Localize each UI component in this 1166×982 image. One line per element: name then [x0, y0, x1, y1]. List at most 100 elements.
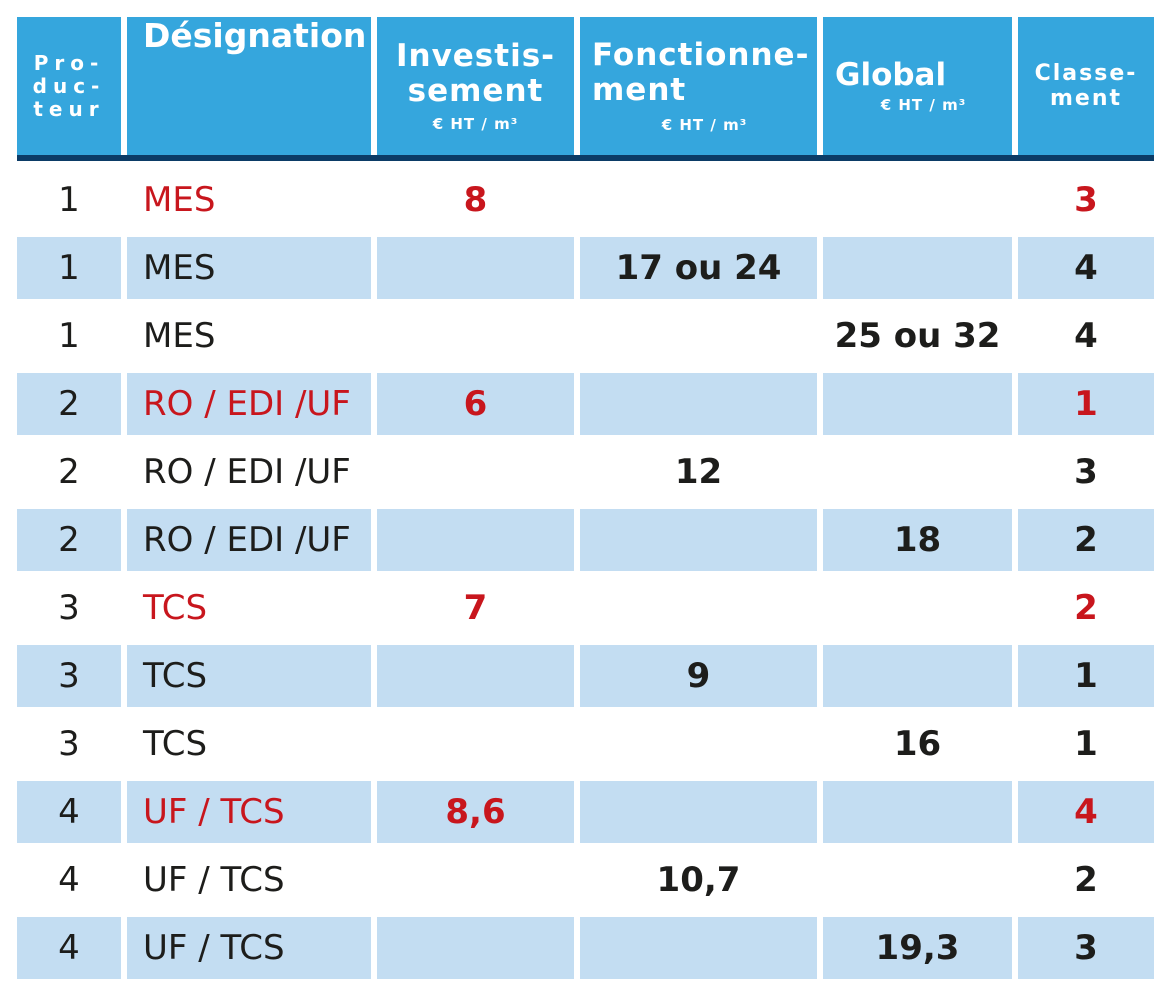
- header-fonctionnement: Fonctionne- ment € HT / m³: [580, 17, 817, 155]
- table-row: 3 TCS 9 1: [17, 645, 1154, 707]
- cell-global: 16: [893, 724, 942, 764]
- cell-classement: 1: [1074, 724, 1098, 764]
- header-designation-label: Désignation: [143, 16, 367, 55]
- cell-designation: MES: [143, 180, 216, 220]
- cell-classement: 3: [1074, 452, 1098, 492]
- header-investissement: Investis- sement € HT / m³: [377, 17, 574, 155]
- header-designation: Désignation: [127, 17, 371, 155]
- cell-global: [823, 237, 1012, 299]
- cell-global: [823, 577, 1012, 639]
- cell-fonctionnement: 12: [674, 452, 723, 492]
- table-row: 3 TCS 7 2: [17, 577, 1154, 639]
- cell-producteur: 2: [17, 509, 121, 571]
- table-row: 2 RO / EDI /UF 12 3: [17, 441, 1154, 503]
- cell-producteur: 1: [58, 180, 80, 220]
- cell-global: 25 ou 32: [834, 316, 1001, 356]
- cell-designation: RO / EDI /UF: [127, 373, 371, 435]
- cell-classement: 2: [1074, 588, 1098, 628]
- cell-investissement: 6: [377, 373, 574, 435]
- cell-fonctionnement: [580, 169, 817, 231]
- cell-classement: 3: [1074, 180, 1098, 220]
- table-row: 3 TCS 16 1: [17, 713, 1154, 775]
- header-fonctionnement-line: ment: [592, 72, 687, 109]
- cell-producteur: 3: [17, 645, 121, 707]
- cell-fonctionnement: [580, 713, 817, 775]
- cell-global: 19,3: [823, 917, 1012, 979]
- cell-global: 18: [823, 509, 1012, 571]
- table-row: 1 MES 17 ou 24 4: [17, 237, 1154, 299]
- cell-producteur: 2: [58, 452, 80, 492]
- cell-investissement: 8: [463, 180, 488, 220]
- cell-designation: TCS: [143, 588, 208, 628]
- cell-designation: TCS: [143, 724, 208, 764]
- cell-fonctionnement: [580, 509, 817, 571]
- cell-investissement: [377, 713, 574, 775]
- cell-producteur: 3: [58, 588, 80, 628]
- header-global: Global € HT / m³: [823, 17, 1012, 155]
- cell-investissement: [377, 237, 574, 299]
- cell-investissement: [377, 645, 574, 707]
- header-producteur-line: duc-: [32, 73, 106, 98]
- header-fonctionnement-unit: € HT / m³: [661, 116, 748, 135]
- cell-investissement: [377, 917, 574, 979]
- cell-fonctionnement: 17 ou 24: [580, 237, 817, 299]
- cell-producteur: 1: [17, 237, 121, 299]
- cell-fonctionnement: [580, 305, 817, 367]
- cell-fonctionnement: 10,7: [656, 860, 741, 900]
- cell-designation: UF / TCS: [143, 860, 285, 900]
- table-row: 4 UF / TCS 19,3 3: [17, 917, 1154, 979]
- cell-producteur: 4: [58, 860, 80, 900]
- header-producteur-line: Pro-: [33, 50, 105, 75]
- cell-classement: 4: [1018, 237, 1154, 299]
- header-global-unit: € HT / m³: [880, 96, 967, 115]
- cell-fonctionnement: 9: [580, 645, 817, 707]
- cell-investissement: [377, 441, 574, 503]
- cell-global: [823, 645, 1012, 707]
- header-investissement-unit: € HT / m³: [432, 115, 519, 134]
- table-row: 1 MES 25 ou 32 4: [17, 305, 1154, 367]
- cell-global: [823, 169, 1012, 231]
- cost-table: Pro- duc- teur Désignation Investis- sem…: [17, 17, 1154, 979]
- cell-designation: TCS: [127, 645, 371, 707]
- cell-producteur: 3: [58, 724, 80, 764]
- header-investissement-line: Investis-: [395, 37, 556, 74]
- cell-fonctionnement: [580, 917, 817, 979]
- cell-global: [823, 441, 1012, 503]
- cell-designation: UF / TCS: [127, 917, 371, 979]
- cell-fonctionnement: [580, 373, 817, 435]
- cell-investissement: 7: [463, 588, 488, 628]
- cell-producteur: 2: [17, 373, 121, 435]
- header-global-label: Global: [835, 56, 947, 93]
- cell-producteur: 4: [17, 917, 121, 979]
- cell-global: [823, 781, 1012, 843]
- header-classement-line: ment: [1049, 86, 1123, 111]
- cell-classement: 2: [1074, 860, 1098, 900]
- table-row: 1 MES 8 3: [17, 169, 1154, 231]
- cell-designation: MES: [127, 237, 371, 299]
- cell-designation: RO / EDI /UF: [143, 452, 351, 492]
- cell-classement: 3: [1018, 917, 1154, 979]
- table-row: 2 RO / EDI /UF 6 1: [17, 373, 1154, 435]
- cell-classement: 2: [1018, 509, 1154, 571]
- header-divider: [17, 155, 1154, 161]
- cell-investissement: [377, 305, 574, 367]
- cell-classement: 1: [1018, 645, 1154, 707]
- header-producteur-line: teur: [33, 96, 105, 121]
- cell-investissement: [377, 849, 574, 911]
- header-producteur: Pro- duc- teur: [17, 17, 121, 155]
- cell-classement: 4: [1018, 781, 1154, 843]
- table-row: 2 RO / EDI /UF 18 2: [17, 509, 1154, 571]
- cell-designation: RO / EDI /UF: [127, 509, 371, 571]
- header-classement-line: Classe-: [1034, 60, 1138, 86]
- cell-global: [823, 849, 1012, 911]
- cell-investissement: 8,6: [377, 781, 574, 843]
- cell-designation: UF / TCS: [127, 781, 371, 843]
- header-classement: Classe- ment: [1018, 17, 1154, 155]
- cell-producteur: 4: [17, 781, 121, 843]
- header-investissement-line: sement: [407, 73, 544, 110]
- cell-classement: 4: [1074, 316, 1098, 356]
- cell-fonctionnement: [580, 781, 817, 843]
- table-body: 1 MES 8 3 1 MES 17 ou 24 4 1 MES 25 ou 32 4 2 RO / ED…: [17, 169, 1154, 979]
- cell-designation: MES: [143, 316, 216, 356]
- cell-producteur: 1: [58, 316, 80, 356]
